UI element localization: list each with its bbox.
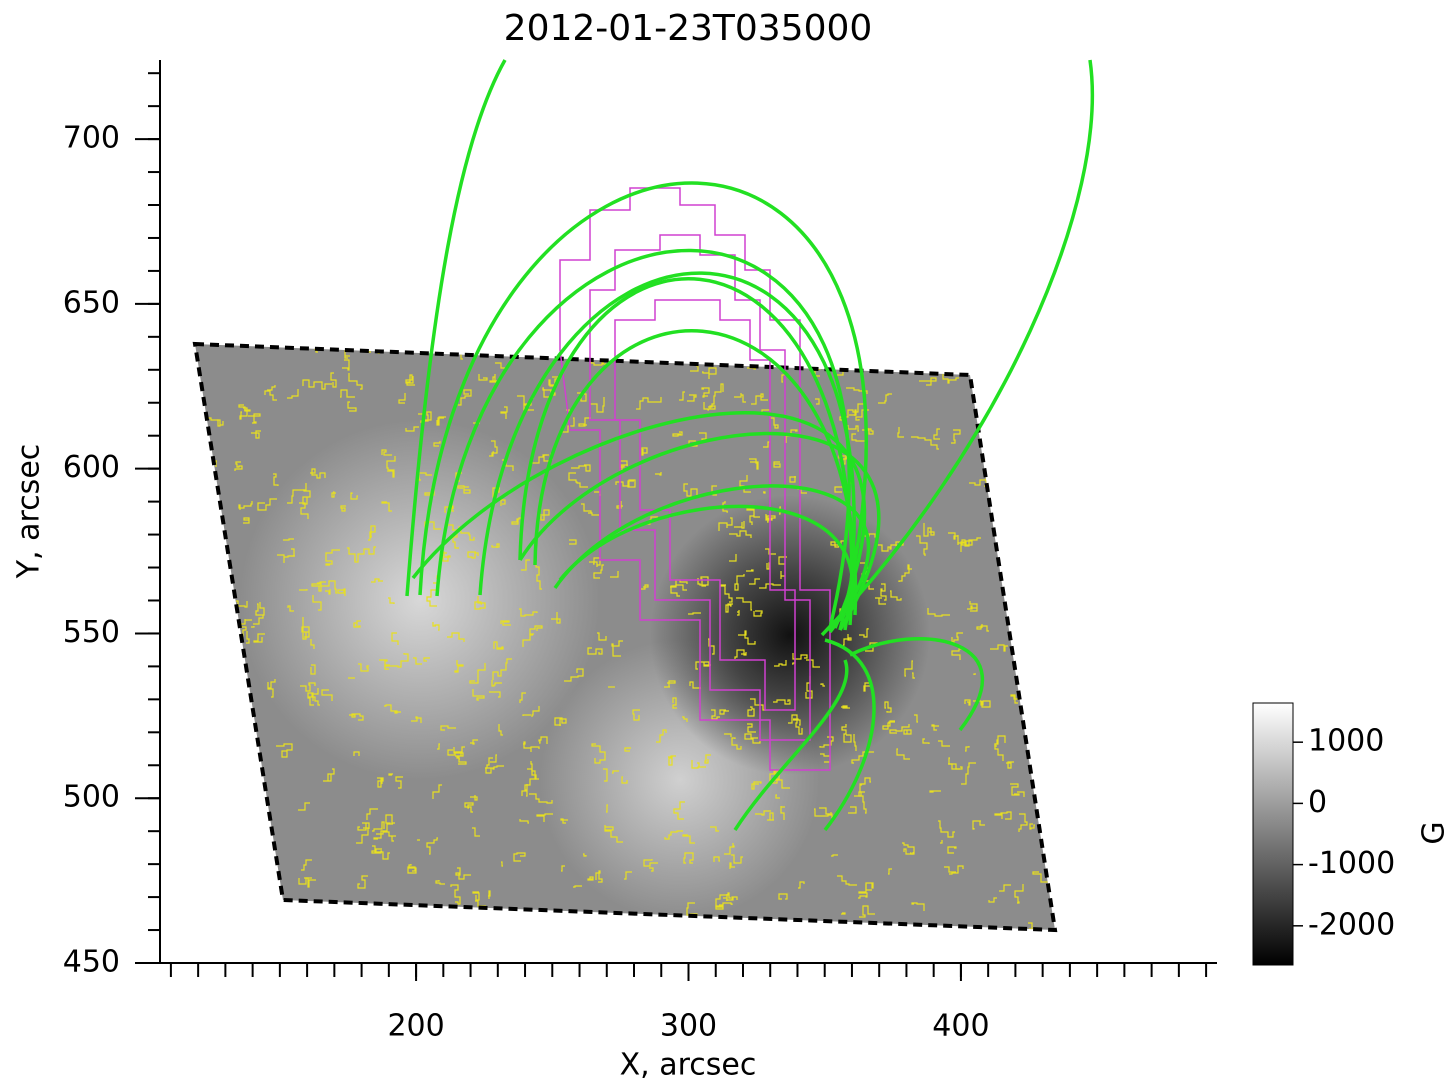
y-tick-label: 650	[63, 285, 120, 320]
colorbar	[1253, 703, 1293, 965]
y-tick-label: 450	[63, 945, 120, 980]
x-axis-label: X, arcsec	[620, 1048, 757, 1083]
colorbar-tick-label: -2000	[1308, 907, 1395, 942]
figure: 2012-01-23T035000 X, arcsec Y, arcsec G …	[0, 0, 1451, 1083]
y-tick-label: 550	[63, 615, 120, 650]
x-tick-label: 400	[932, 1009, 989, 1044]
colorbar-tick-label: 0	[1308, 785, 1327, 820]
colorbar-tick-label: -1000	[1308, 846, 1395, 881]
y-tick-label: 700	[63, 121, 120, 156]
x-tick-label: 200	[387, 1009, 444, 1044]
colorbar-tick-label: 1000	[1308, 724, 1384, 759]
y-tick-label: 600	[63, 450, 120, 485]
colorbar-label: G	[1417, 821, 1451, 844]
chart-title: 2012-01-23T035000	[504, 8, 873, 49]
x-tick-label: 300	[660, 1009, 717, 1044]
y-tick-label: 500	[63, 780, 120, 815]
y-axis-label: Y, arcsec	[12, 444, 47, 580]
